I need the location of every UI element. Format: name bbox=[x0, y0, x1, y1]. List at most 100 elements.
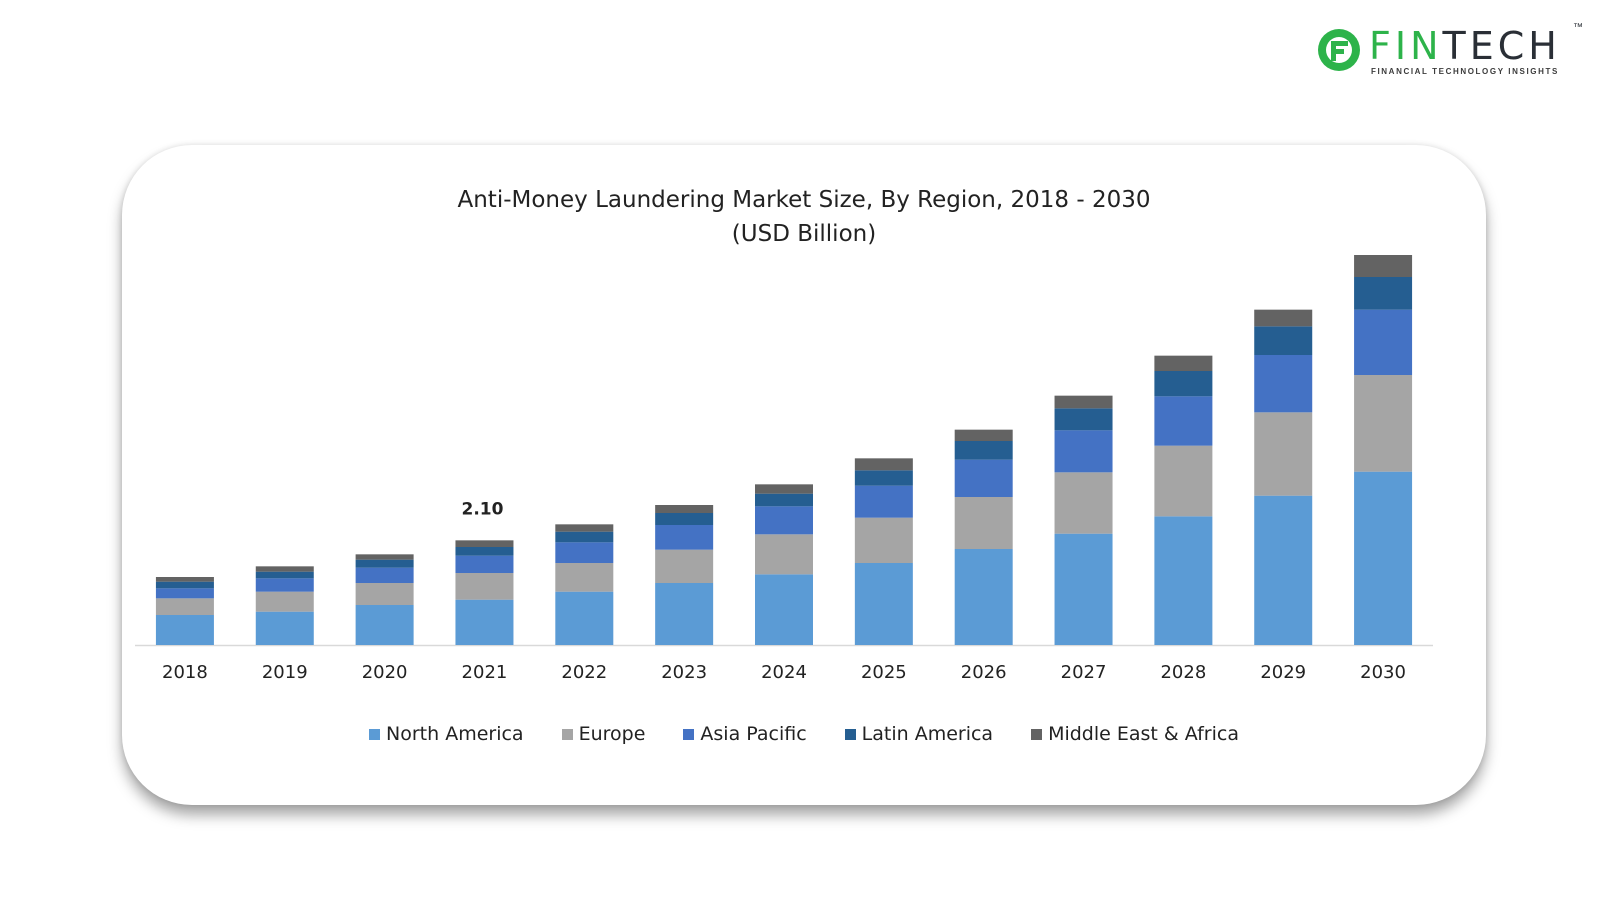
bar-segment-2021-middle-east-africa bbox=[455, 540, 514, 547]
bar-segment-2027-latin-america bbox=[1054, 408, 1113, 431]
stacked-bar-chart: 2018 2019 2020 2021 2.10 2022 2023 2024 2025 2026… bbox=[135, 255, 1433, 683]
bar-segment-2025-europe bbox=[854, 517, 913, 563]
bar-segment-2019-middle-east-africa bbox=[255, 566, 314, 572]
chart-legend: North America Europe Asia Pacific Latin Ame… bbox=[122, 723, 1486, 745]
bar-segment-2021-asia-pacific bbox=[455, 555, 514, 573]
bar-segment-2030-north-america bbox=[1354, 471, 1413, 645]
legend-item-europe: Europe bbox=[561, 723, 646, 745]
bar-segment-2027-middle-east-africa bbox=[1054, 395, 1113, 409]
bar-segment-2023-latin-america bbox=[655, 513, 714, 525]
bar-segment-2030-asia-pacific bbox=[1354, 309, 1413, 375]
bar-segment-2026-asia-pacific bbox=[954, 459, 1013, 497]
bar-segment-2018-asia-pacific bbox=[155, 588, 214, 599]
bar-segment-2024-latin-america bbox=[755, 493, 813, 507]
bar-segment-2019-latin-america bbox=[255, 571, 314, 579]
brand-logo: FINTECH ™ FINANCIAL TECHNOLOGY INSIGHTS bbox=[1315, 22, 1585, 82]
chart-subtitle: (USD Billion) bbox=[731, 221, 877, 247]
bar-segment-2030-latin-america bbox=[1354, 277, 1413, 310]
x-tick-label-2018: 2018 bbox=[162, 662, 208, 683]
x-tick-label-2022: 2022 bbox=[561, 662, 607, 683]
x-tick-label-2029: 2029 bbox=[1260, 662, 1306, 683]
bar-segment-2028-europe bbox=[1154, 445, 1213, 517]
bar-segment-2024-asia-pacific bbox=[755, 506, 813, 535]
brand-name-fin: FIN bbox=[1369, 24, 1443, 68]
bar-segment-2025-middle-east-africa bbox=[854, 458, 913, 471]
bar-segment-2029-latin-america bbox=[1254, 326, 1313, 355]
bar-segment-2021-europe bbox=[455, 573, 514, 600]
bar-segment-2027-europe bbox=[1054, 472, 1113, 534]
bar-segment-2025-latin-america bbox=[854, 470, 913, 486]
legend-swatch bbox=[683, 728, 695, 740]
bar-segment-2029-europe bbox=[1254, 412, 1313, 496]
x-tick-label-2024: 2024 bbox=[761, 662, 807, 683]
bar-segment-2028-north-america bbox=[1154, 516, 1213, 645]
legend-swatch bbox=[369, 728, 381, 740]
bar-segment-2023-north-america bbox=[655, 583, 714, 645]
legend-label: Asia Pacific bbox=[700, 723, 807, 745]
legend-item-north-america: North America bbox=[369, 723, 524, 745]
bar-segment-2025-north-america bbox=[854, 563, 913, 645]
bar-segment-2028-middle-east-africa bbox=[1154, 355, 1213, 371]
x-tick-label-2028: 2028 bbox=[1160, 662, 1206, 683]
bar-segment-2021-north-america bbox=[455, 599, 514, 645]
brand-name-tech: TECH bbox=[1442, 24, 1561, 68]
bar-segment-2024-middle-east-africa bbox=[755, 484, 813, 494]
bar-segment-2020-asia-pacific bbox=[355, 567, 414, 583]
x-tick-label-2023: 2023 bbox=[661, 662, 707, 683]
x-tick-label-2030: 2030 bbox=[1360, 662, 1406, 683]
bar-segment-2020-middle-east-africa bbox=[355, 554, 414, 560]
x-tick-label-2026: 2026 bbox=[961, 662, 1007, 683]
brand-tagline: FINANCIAL TECHNOLOGY INSIGHTS bbox=[1371, 67, 1559, 76]
legend-swatch bbox=[1031, 728, 1043, 740]
bar-segment-2019-north-america bbox=[255, 611, 314, 645]
bar-segment-2022-middle-east-africa bbox=[555, 524, 614, 532]
legend-item-middle-east-africa: Middle East & Africa bbox=[1031, 723, 1239, 745]
x-tick-label-2021: 2021 bbox=[462, 662, 508, 683]
bar-segment-2021-latin-america bbox=[455, 547, 514, 556]
bar-segment-2023-europe bbox=[655, 549, 714, 583]
bar-segment-2019-asia-pacific bbox=[255, 578, 314, 592]
bar-segment-2020-latin-america bbox=[355, 559, 414, 568]
bar-segment-2022-latin-america bbox=[555, 531, 614, 543]
brand-trademark: ™ bbox=[1573, 22, 1583, 33]
bar-segment-2028-latin-america bbox=[1154, 371, 1213, 397]
brand-name: FINTECH bbox=[1369, 26, 1561, 66]
x-tick-label-2025: 2025 bbox=[861, 662, 907, 683]
bar-segment-2029-asia-pacific bbox=[1254, 355, 1313, 413]
bar-segment-2029-north-america bbox=[1254, 495, 1313, 645]
bar-segment-2018-latin-america bbox=[155, 581, 214, 589]
legend-item-asia-pacific: Asia Pacific bbox=[683, 723, 807, 745]
legend-label: North America bbox=[386, 723, 524, 745]
bar-segment-2024-europe bbox=[755, 534, 813, 575]
legend-label: Europe bbox=[578, 723, 646, 745]
bar-segment-2026-latin-america bbox=[954, 441, 1013, 460]
bar-segment-2019-europe bbox=[255, 591, 314, 612]
legend-swatch bbox=[561, 728, 573, 740]
bar-segment-2020-north-america bbox=[355, 605, 414, 645]
bar-segment-2018-europe bbox=[155, 598, 214, 615]
bar-segment-2022-asia-pacific bbox=[555, 542, 614, 563]
bar-segment-2029-middle-east-africa bbox=[1254, 309, 1313, 327]
bar-segment-2026-north-america bbox=[954, 549, 1013, 645]
bar-segment-2026-europe bbox=[954, 497, 1013, 549]
chart-title: Anti-Money Laundering Market Size, By Re… bbox=[457, 187, 1151, 213]
bar-segment-2022-europe bbox=[555, 563, 614, 592]
bar-segment-2030-middle-east-africa bbox=[1354, 255, 1413, 277]
x-tick-label-2027: 2027 bbox=[1061, 662, 1107, 683]
bar-segment-2023-asia-pacific bbox=[655, 525, 714, 550]
bar-segment-2023-middle-east-africa bbox=[655, 505, 714, 513]
bar-segment-2022-north-america bbox=[555, 591, 614, 645]
bar-segment-2025-asia-pacific bbox=[854, 485, 913, 518]
legend-item-latin-america: Latin America bbox=[844, 723, 994, 745]
bar-segment-2018-north-america bbox=[155, 615, 214, 645]
legend-label: Latin America bbox=[861, 723, 994, 745]
bar-segment-2024-north-america bbox=[755, 574, 813, 645]
bar-segment-2020-europe bbox=[355, 583, 414, 605]
legend-label: Middle East & Africa bbox=[1048, 723, 1239, 745]
bar-segment-2027-asia-pacific bbox=[1054, 430, 1113, 473]
bar-segment-2028-asia-pacific bbox=[1154, 396, 1213, 446]
data-label-2021: 2.10 bbox=[461, 499, 503, 519]
x-tick-label-2019: 2019 bbox=[262, 662, 308, 683]
chart-card: Anti-Money Laundering Market Size, By Re… bbox=[122, 145, 1486, 805]
bar-segment-2026-middle-east-africa bbox=[954, 429, 1013, 441]
